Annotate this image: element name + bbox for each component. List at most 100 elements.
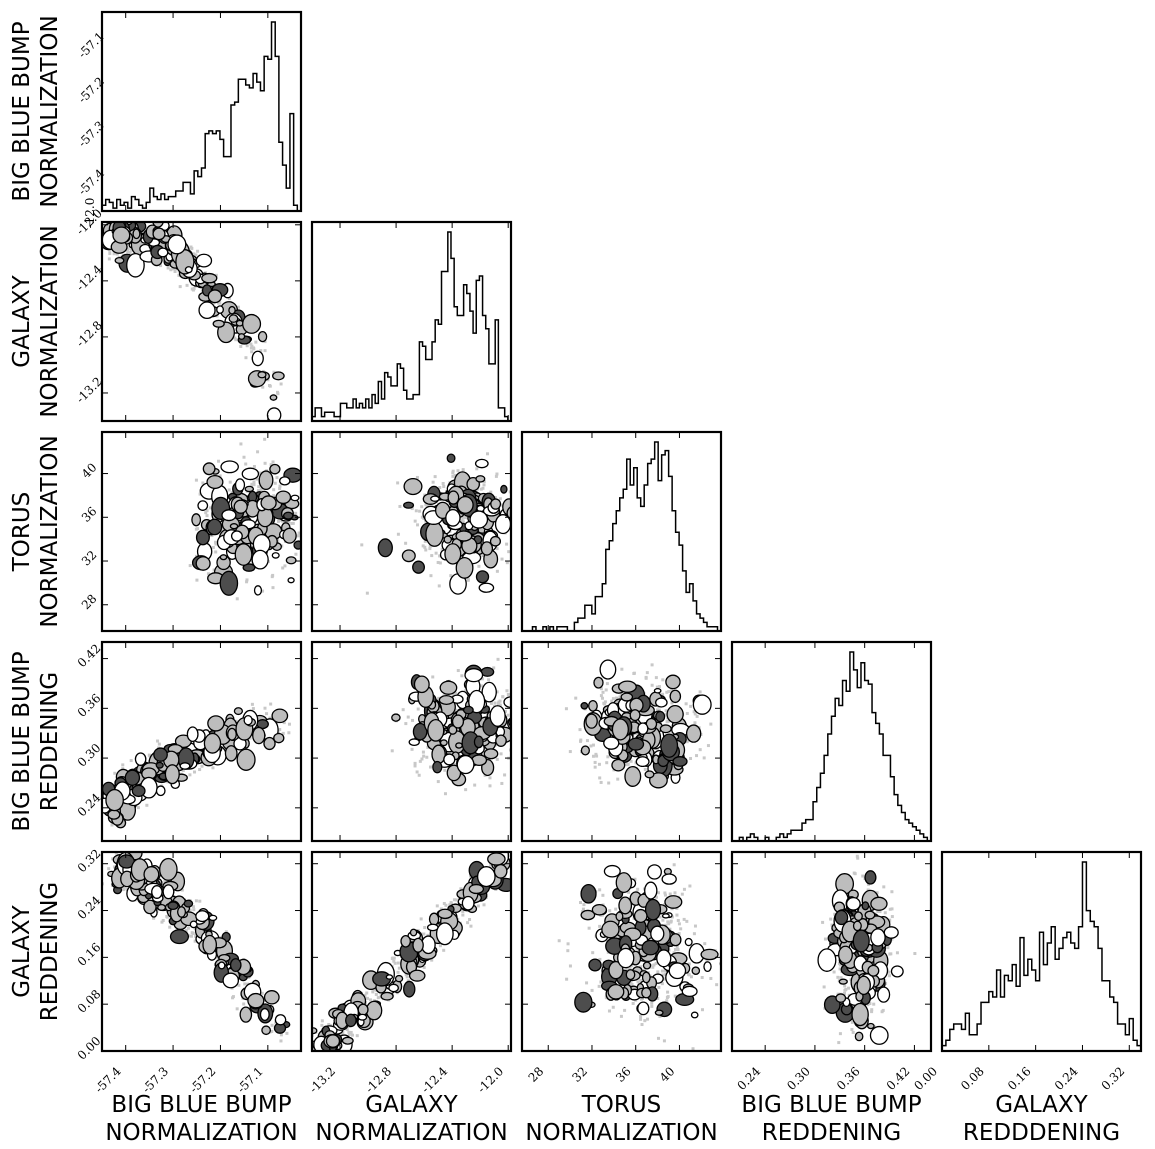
sample-point <box>279 382 283 386</box>
sample-point <box>198 492 202 496</box>
contour-level <box>478 582 495 593</box>
sample-point <box>524 510 527 513</box>
sample-point <box>126 247 130 251</box>
contour-level <box>500 484 508 494</box>
sample-point <box>414 509 418 513</box>
contour-level <box>672 756 688 767</box>
sample-point <box>606 755 610 759</box>
scatter-panel-bbb_red-vs-gal_norm <box>390 657 531 796</box>
sample-point <box>429 765 433 769</box>
contour-level <box>227 727 237 741</box>
contour-level <box>644 770 655 779</box>
sample-point <box>397 966 401 970</box>
sample-point <box>186 926 190 930</box>
sample-point <box>420 505 424 509</box>
sample-point <box>212 568 216 572</box>
sample-point <box>487 678 491 682</box>
sample-point <box>396 961 400 965</box>
contour-level <box>157 247 169 258</box>
contour-level <box>666 704 684 724</box>
sample-point <box>442 484 446 488</box>
sample-point <box>230 491 234 495</box>
contour-level <box>195 556 211 571</box>
contour-level <box>244 485 255 493</box>
sample-point <box>524 744 527 747</box>
contour-level <box>207 715 225 732</box>
sample-point <box>282 721 286 725</box>
sample-point <box>244 462 248 466</box>
contour-level <box>167 901 179 911</box>
contour-level <box>490 498 502 510</box>
sample-point <box>166 266 170 270</box>
contour-level <box>649 772 668 789</box>
contour-level <box>660 733 679 758</box>
sample-point <box>263 461 267 465</box>
sample-point <box>192 908 196 912</box>
sample-point <box>360 543 364 547</box>
sample-point <box>479 487 483 491</box>
contour-level <box>167 234 187 255</box>
sample-point <box>249 346 253 350</box>
contour-level <box>153 747 168 762</box>
sample-point <box>171 267 175 271</box>
contour-level <box>618 680 637 693</box>
contour-level <box>599 659 617 680</box>
contour-level <box>269 394 278 401</box>
sample-point <box>256 489 260 493</box>
contour-level <box>155 785 166 797</box>
sample-point <box>564 707 568 711</box>
sample-point <box>249 342 253 346</box>
sample-point <box>251 707 255 711</box>
contour-level <box>462 705 474 715</box>
sample-point <box>349 1030 353 1034</box>
sample-point <box>163 880 167 884</box>
sample-point <box>180 888 184 892</box>
sample-point <box>228 480 232 484</box>
sample-point <box>271 460 275 464</box>
sample-point <box>244 356 248 360</box>
sample-point <box>235 1007 239 1011</box>
sample-point <box>260 991 264 995</box>
contour-level <box>445 509 461 527</box>
sample-point <box>486 452 490 456</box>
contour-level <box>229 523 239 530</box>
sample-point <box>276 390 280 394</box>
sample-point <box>698 690 702 694</box>
contour-level <box>202 934 218 955</box>
sample-point <box>421 750 425 754</box>
sample-point <box>594 752 598 756</box>
sample-point <box>121 767 125 771</box>
sample-point <box>599 694 603 698</box>
sample-point <box>269 463 273 467</box>
sample-point <box>396 481 400 485</box>
contour-level <box>275 490 292 505</box>
sample-point <box>416 523 420 527</box>
sample-point <box>698 748 702 752</box>
contour-level <box>151 885 163 899</box>
sample-point <box>496 657 500 661</box>
sample-point <box>460 519 464 523</box>
sample-point <box>248 736 252 740</box>
contour-level <box>112 226 131 244</box>
sample-point <box>291 521 295 525</box>
sample-point <box>614 696 618 700</box>
sample-point <box>528 726 531 729</box>
contour-level <box>206 518 223 536</box>
sample-point <box>422 965 426 969</box>
sample-point <box>431 675 435 679</box>
sample-point <box>416 707 420 711</box>
sample-point <box>492 666 496 670</box>
sample-point <box>693 721 697 725</box>
contour-level <box>480 541 494 556</box>
sample-point <box>198 768 202 772</box>
sample-point <box>194 478 198 482</box>
sample-point <box>574 696 578 700</box>
sample-point <box>436 560 440 564</box>
sample-point <box>220 528 224 532</box>
sample-point <box>211 766 215 770</box>
contour-level <box>261 1025 271 1036</box>
sample-point <box>650 683 654 687</box>
sample-point <box>655 708 659 712</box>
contour-level <box>464 668 484 683</box>
contour-level <box>290 494 300 502</box>
